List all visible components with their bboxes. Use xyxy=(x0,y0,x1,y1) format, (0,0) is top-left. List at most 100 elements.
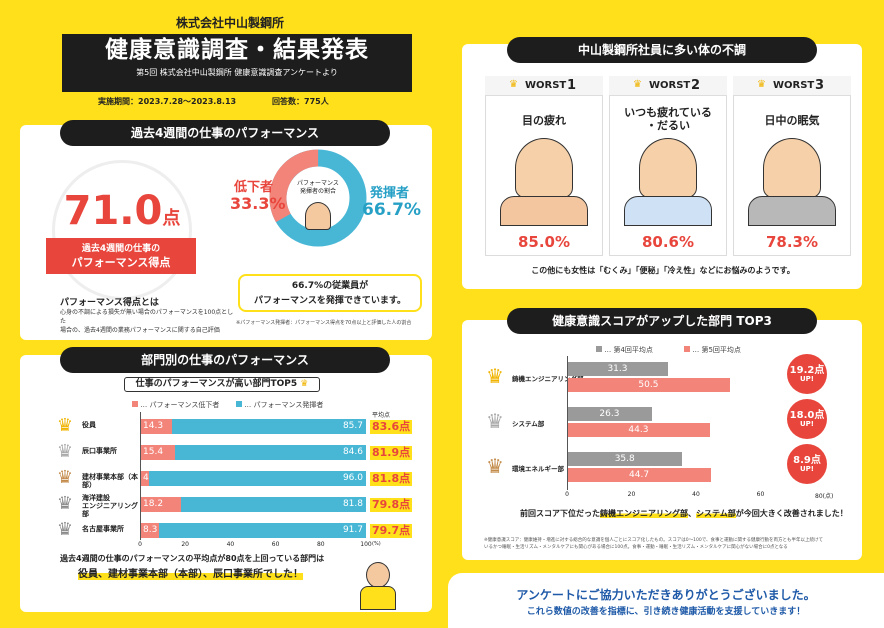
definition-body: 心身の不調による損失が無い場合のパフォーマンスを100点とした 場合の、過去4週… xyxy=(60,308,235,335)
person-body-icon xyxy=(624,196,712,226)
score-label-1: 過去4週間の仕事の xyxy=(81,244,161,254)
dept-high-bar: 84.6 xyxy=(174,445,366,460)
legend-low-text: … パフォーマンス低下者 xyxy=(140,401,220,409)
section2-summary-1: 過去4週間の仕事のパフォーマンスの平均点が80点を上回っている部門は xyxy=(60,554,325,563)
rank-crown-icon: ♛ xyxy=(56,415,74,436)
dept-avg: 81.9点 xyxy=(370,446,413,460)
dept-axis-tick: 0 xyxy=(138,541,142,548)
worst-symptom: 日中の眠気 xyxy=(764,114,820,127)
score-gain-up: UP! xyxy=(799,375,814,383)
worst-label: WORST xyxy=(649,80,691,91)
footer-panel xyxy=(448,573,884,628)
donut-center-2: 発揮者の割合 xyxy=(299,188,336,195)
rank-crown-icon: ♛ xyxy=(56,441,74,462)
section3-note: この他にも女性は「むくみ」「便秘」「冷え性」などにお悩みのようです。 xyxy=(531,266,795,275)
dept-high-bar: 85.7 xyxy=(172,419,366,434)
rank-crown-icon: ♛ xyxy=(56,519,74,540)
summary-pre: 前回スコア下位だった xyxy=(520,509,600,518)
donut-center-1: パフォーマンス xyxy=(297,180,339,187)
person-body-icon xyxy=(748,196,836,226)
summary-highlight-1: 鋳機エンジニアリング部 xyxy=(600,509,688,518)
section4-title: 健康意識スコアがアップした部門 TOP3 xyxy=(507,308,817,334)
legend-high: … パフォーマンス発揮者 xyxy=(236,400,323,410)
score-circle xyxy=(52,160,192,300)
score-axis-tick: 20 xyxy=(627,491,636,498)
worst-percent: 80.6% xyxy=(641,233,695,251)
score-curr-bar: 44.7 xyxy=(567,468,712,482)
top5-box-title: 仕事のパフォーマンスが高い部門TOP5 ♛ xyxy=(124,377,320,392)
survey-period: 実施期間：2023.7.28～2023.8.13 xyxy=(98,97,237,106)
legend-prev-text: … 第4回平均点 xyxy=(604,346,653,354)
dept-name: 海洋建設 エンジニアリング部 xyxy=(82,494,138,518)
worst-percent: 78.3% xyxy=(765,233,819,251)
score-prev-bar: 26.3 xyxy=(567,407,652,421)
person-illustration-icon xyxy=(515,138,573,198)
person-illustration-icon xyxy=(763,138,821,198)
section3-title: 中山製鋼所社員に多い体の不調 xyxy=(507,37,817,63)
dept-axis-unit: (%) xyxy=(372,541,381,547)
crown-icon: ♛ xyxy=(509,79,518,90)
donut-center-label: パフォーマンス 発揮者の割合 xyxy=(288,180,348,196)
dept-low-bar: 18.2 xyxy=(140,497,182,512)
dept-low-bar: 15.4 xyxy=(140,445,175,460)
score-value-wrap: 71.0点 xyxy=(52,188,192,234)
legend-prev: … 第4回平均点 xyxy=(596,345,653,355)
footnote-line-1: ※健康意識スコア：健康維持・増進に対する総合的な意識を個人ごとにスコア化したもの… xyxy=(484,538,824,543)
worst-symptom: いつも疲れている ・だるい xyxy=(624,106,712,132)
dept-axis-tick: 100 xyxy=(360,541,372,548)
note-line-2: パフォーマンスを発揮できています。 xyxy=(254,296,406,306)
dept-name: 建材事業本部（本部） xyxy=(82,473,138,489)
score-axis-tick: 60 xyxy=(756,491,765,498)
legend-high-text: … パフォーマンス発揮者 xyxy=(244,401,324,409)
score-gain-up: UP! xyxy=(799,420,814,428)
cheering-man-head xyxy=(366,562,390,588)
crown-icon: ♛ xyxy=(300,379,309,389)
crown-icon: ♛ xyxy=(633,79,642,90)
dept-high-bar: 81.8 xyxy=(181,497,366,512)
section4-footnote: ※健康意識スコア：健康維持・増進に対する総合的な意識を個人ごとにスコア化したもの… xyxy=(484,537,852,551)
dept-name: 辰口事業所 xyxy=(82,447,117,455)
high-label: 発揮者 xyxy=(370,186,410,201)
score-prev-bar: 35.8 xyxy=(567,452,683,466)
summary-mid: 、 xyxy=(688,509,696,518)
summary-highlight-2: システム部 xyxy=(696,509,736,518)
dept-axis-line xyxy=(140,412,141,540)
score-ribbon: 過去4週間の仕事の パフォーマンス得点 xyxy=(46,238,196,274)
score-dept-name: 環境エネルギー部 xyxy=(512,465,564,473)
title-banner: 健康意識調査・結果発表 第5回 株式会社中山製鋼所 健康意識調査アンケートより xyxy=(62,34,412,92)
person-body-icon xyxy=(500,196,588,226)
dept-name: 名古屋事業所 xyxy=(82,525,124,533)
cheering-man-icon xyxy=(348,550,408,610)
score-gain-value: 18.0点 xyxy=(789,410,825,421)
rank-crown-icon: ♛ xyxy=(486,364,504,388)
legend-low-swatch xyxy=(132,401,138,407)
score-gain-badge xyxy=(787,444,827,484)
section1-title: 過去4週間の仕事のパフォーマンス xyxy=(60,120,390,146)
worst-header xyxy=(609,76,727,96)
legend-curr-text: … 第5回平均点 xyxy=(692,346,741,354)
dept-low-bar: 8.3 xyxy=(140,523,159,538)
score-axis-tick: 0 xyxy=(565,491,569,498)
definition-body-1: 心身の不調による損失が無い場合のパフォーマンスを100点とした xyxy=(60,309,234,325)
worst-header xyxy=(485,76,603,96)
rank-crown-icon: ♛ xyxy=(486,409,504,433)
note-line-1: 66.7%の従業員が xyxy=(291,281,369,291)
score-gain-value: 19.2点 xyxy=(789,365,825,376)
dept-high-bar: 91.7 xyxy=(158,523,366,538)
worst-number: 2 xyxy=(691,78,701,93)
donut-hole xyxy=(287,167,349,229)
score-gain-badge xyxy=(787,354,827,394)
footer-line-2: これら数値の改善を指標に、引き続き健康活動を支援していきます！ xyxy=(526,607,806,617)
dept-axis-tick: 80 xyxy=(316,541,325,548)
dept-axis-tick: 40 xyxy=(226,541,235,548)
low-label: 低下者 xyxy=(234,180,274,195)
avg-header: 平均点 xyxy=(372,412,391,419)
score-curr-bar: 50.5 xyxy=(567,378,730,392)
score-gain-value: 8.9点 xyxy=(793,455,821,466)
page-subtitle: 第5回 株式会社中山製鋼所 健康意識調査アンケートより xyxy=(136,68,338,77)
rank-crown-icon: ♛ xyxy=(56,467,74,488)
definition-body-2: 場合の、過去4週間の業務パフォーマンスに関する自己評価 xyxy=(60,327,220,334)
footnote-line-2: いるかつ睡眠・生活リズム・メンタルケアにも関心がある場合に100点。食事・運動・… xyxy=(484,545,788,550)
score-gain-up: UP! xyxy=(799,465,814,473)
